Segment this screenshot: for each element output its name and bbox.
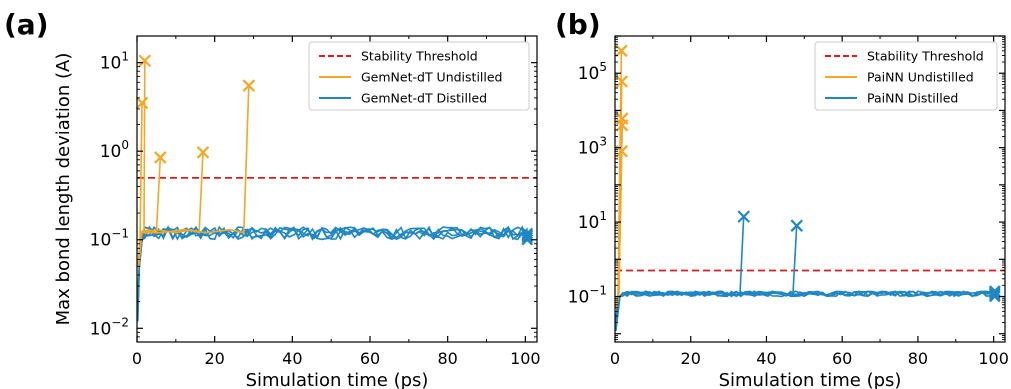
distilled-run-3: [615, 290, 996, 325]
distilled-run-5: [137, 225, 529, 295]
axes-frame: [614, 35, 1006, 343]
x-tick-label: 40: [756, 349, 776, 368]
x-axis-label: Simulation time (ps): [719, 370, 902, 389]
x-tick-label: 80: [908, 349, 928, 368]
undistilled-run-5: [137, 85, 250, 267]
distilled-spike-run-1: [615, 216, 745, 331]
x-tick-label: 80: [437, 349, 457, 368]
distilled-run-1: [137, 225, 529, 322]
y-tick-label: 10−1: [568, 284, 607, 308]
y-tick-label: 103: [578, 135, 607, 159]
panel-label-b: (b): [555, 8, 601, 41]
y-tick-label: 101: [578, 209, 607, 233]
x-tick-label: 0: [610, 349, 620, 368]
x-tick-label: 20: [204, 349, 224, 368]
legend-label: PaiNN Undistilled: [867, 70, 974, 85]
undistilled-end-marker-2: [138, 54, 152, 68]
legend-label: GemNet-dT Undistilled: [361, 70, 503, 85]
distilled-end-marker-5: [988, 285, 1001, 297]
y-tick-label: 10−2: [90, 315, 129, 339]
legend-box: [814, 41, 998, 111]
axes-frame: [136, 35, 538, 343]
panel-a-plot: 0 20 40 60 80 100 10−2 10−1 100 101 Simulation tim…: [53, 35, 541, 389]
y-axis-label: Max bond length deviation (A): [53, 53, 74, 326]
panel-label-a: (a): [4, 8, 49, 41]
panel-b: (b) 0 20 40 60 80 100 10−1 101 103 105 Simulation …: [555, 8, 1009, 389]
undistilled-run-3: [137, 157, 162, 267]
x-axis-label: Simulation time (ps): [246, 370, 429, 389]
plot-area-a: [137, 60, 537, 322]
undistilled-end-marker-3: [154, 151, 167, 164]
distilled-run-2: [137, 225, 528, 313]
y-tick-label: 105: [578, 60, 607, 84]
legend-label: PaiNN Distilled: [867, 91, 958, 106]
panel-b-plot: 0 20 40 60 80 100 10−1 101 103 105 Simulation time…: [568, 35, 1009, 389]
y-tick-label: 101: [100, 50, 129, 74]
undistilled-run-5: [615, 151, 623, 308]
x-tick-label: 100: [510, 349, 541, 368]
legend: Stability Threshold PaiNN Undistilled PaiN…: [814, 41, 998, 111]
y-tick-label: 10−1: [90, 227, 129, 251]
undistilled-run-4: [137, 152, 204, 267]
panel-a: (a) 0 20 40 60 80 100 10−2 10−1 100 101 Simulation…: [4, 8, 541, 389]
legend-label: GemNet-dT Distilled: [361, 91, 487, 106]
undistilled-end-marker-2: [615, 75, 629, 88]
distilled-spike-marker-1: [737, 210, 751, 223]
distilled-spike-marker-2: [790, 219, 804, 232]
x-tick-label: 60: [360, 349, 380, 368]
x-tick-label: 100: [978, 349, 1009, 368]
undistilled-end-marker-4: [196, 146, 210, 159]
y-tick-label: 100: [100, 138, 129, 162]
distilled-run-2: [615, 290, 996, 328]
legend-label: Stability Threshold: [361, 49, 478, 64]
distilled-end-marker-2: [521, 232, 534, 244]
legend-label: Stability Threshold: [867, 49, 984, 64]
x-tick-label: 40: [282, 349, 302, 368]
distilled-run-1: [615, 290, 996, 331]
legend-box: [308, 41, 530, 111]
undistilled-end-marker-1: [135, 96, 149, 110]
distilled-run-3: [137, 225, 529, 306]
x-tick-label: 60: [832, 349, 852, 368]
x-tick-label: 20: [681, 349, 701, 368]
distilled-end-marker-5: [521, 227, 534, 240]
distilled-spike-run-2: [615, 225, 798, 331]
undistilled-end-marker-4: [615, 118, 629, 132]
legend: Stability Threshold GemNet-dT Undistilled…: [308, 41, 530, 111]
undistilled-end-marker-5: [242, 79, 256, 92]
distilled-end-marker-4: [521, 229, 534, 241]
x-tick-label: 0: [132, 349, 142, 368]
